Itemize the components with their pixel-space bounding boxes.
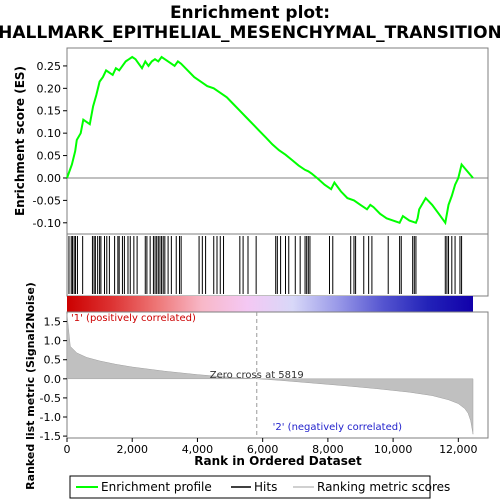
es-y-tick-label: 0.00	[37, 172, 62, 185]
es-y-tick-label: -0.05	[33, 194, 61, 207]
ranking-y-tick-label: -1.5	[40, 430, 61, 443]
hits-panel	[66, 233, 489, 297]
x-tick-label: 0	[64, 443, 71, 456]
chart-title-line2: HALLMARK_EPITHELIAL_MESENCHYMAL_TRANSITI…	[0, 23, 500, 43]
ranking-metric-area	[66, 313, 474, 435]
x-tick-label: 12,000	[439, 443, 478, 456]
es-y-axis-label: Enrichment score (ES)	[13, 66, 27, 216]
es-panel-frame	[66, 47, 489, 235]
ranking-y-tick-label: -0.5	[40, 392, 61, 405]
es-y-tick-label: 0.20	[37, 82, 62, 95]
x-tick-label: 6,000	[247, 443, 279, 456]
ranking-y-tick-label: 1.0	[44, 335, 62, 348]
x-tick-label: 8,000	[312, 443, 344, 456]
x-axis-label: Rank in Ordered Dataset	[194, 454, 362, 468]
chart-title-line1: Enrichment plot:	[170, 3, 330, 23]
hit-markers	[68, 236, 463, 294]
es-y-tick-label: 0.05	[37, 150, 62, 163]
enrichment-profile-line	[66, 55, 474, 226]
x-tick-label: 10,000	[374, 443, 413, 456]
x-tick-label: 4,000	[182, 443, 214, 456]
ranking-y-ticks: -1.5 -1.0 -0.5 0.0 0.5 1.0 1.5	[40, 316, 67, 443]
es-y-tick-label: 0.25	[37, 60, 62, 73]
x-tick-label: 2,000	[116, 443, 148, 456]
ranking-y-tick-label: 0.5	[44, 354, 62, 367]
es-y-tick-label: 0.10	[37, 127, 62, 140]
ranking-color-bar	[67, 296, 473, 312]
legend-item-ranking-metric: Ranking metric scores	[317, 480, 450, 494]
legend: Enrichment profile Hits Ranking metric s…	[69, 475, 450, 499]
ranking-y-tick-label: 0.0	[44, 373, 62, 386]
es-y-tick-label: 0.15	[37, 105, 62, 118]
ranking-y-tick-label: -1.0	[40, 411, 61, 424]
ranking-x-ticks: 0 2,000 4,000 6,000 8,000 10,000 12,000	[64, 438, 478, 456]
legend-item-enrichment-profile: Enrichment profile	[101, 480, 212, 494]
positive-correlation-label: '1' (positively correlated)	[71, 313, 196, 324]
ranking-y-axis-label: Ranked list metric (Signal2Noise)	[24, 282, 37, 490]
zero-cross-annotation: Zero cross at 5819	[210, 370, 304, 381]
es-panel: -0.10 -0.05 0.00 0.05 0.10 0.15 0.20 0.25 Enric…	[13, 47, 489, 235]
es-y-ticks: -0.10 -0.05 0.00 0.05 0.10 0.15 0.20 0.25	[33, 60, 67, 230]
es-y-tick-label: -0.10	[33, 217, 61, 230]
negative-correlation-label: '2' (negatively correlated)	[273, 422, 402, 433]
ranking-y-tick-label: 1.5	[44, 316, 62, 329]
legend-item-hits: Hits	[254, 480, 277, 494]
ranking-panel: Zero cross at 5819 '1' (positively corre…	[24, 282, 489, 490]
